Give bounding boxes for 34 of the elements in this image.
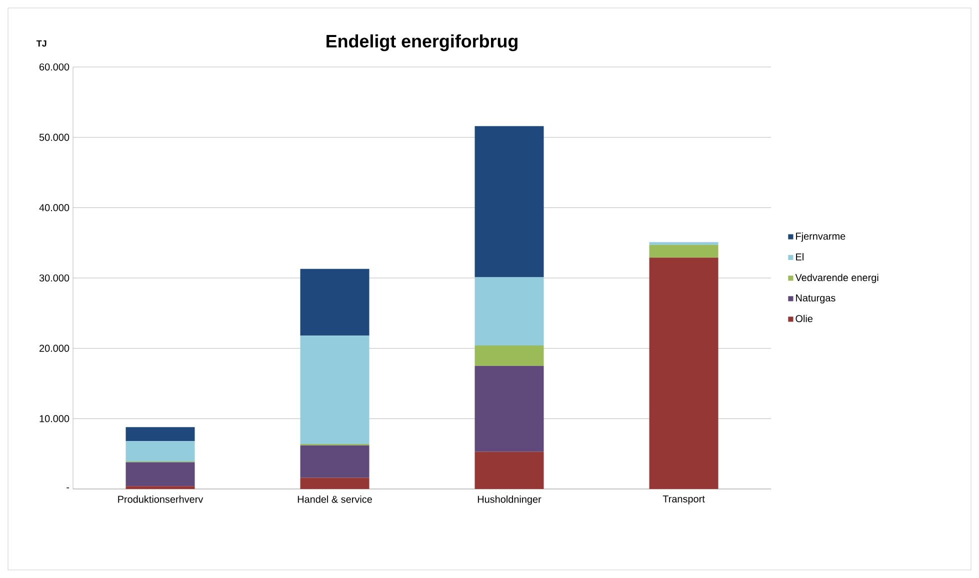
bar bbox=[474, 277, 544, 346]
chart-title: Endeligt energiforbrug bbox=[326, 34, 518, 52]
bar bbox=[300, 445, 370, 478]
bar bbox=[126, 462, 195, 486]
y-tick-label: 60.000 bbox=[40, 63, 70, 71]
y-tick-label: - bbox=[66, 487, 70, 488]
legend-label: Olie bbox=[796, 314, 813, 322]
x-tick-label: Transport bbox=[662, 496, 705, 504]
legend-label: Naturgas bbox=[796, 294, 836, 304]
y-tick-label: 40.000 bbox=[39, 204, 70, 212]
bar bbox=[300, 336, 370, 444]
x-tick-label: Handel & service bbox=[298, 496, 372, 503]
y-tick-label: 20.000 bbox=[40, 344, 70, 352]
y-tick-label: 30.000 bbox=[39, 274, 70, 282]
bar bbox=[649, 242, 718, 245]
bar bbox=[126, 486, 195, 489]
bar bbox=[300, 478, 370, 489]
y-tick-label: 50.000 bbox=[39, 134, 70, 141]
y-tick-label: 10.000 bbox=[40, 415, 70, 422]
bar bbox=[126, 441, 195, 462]
legend-label: Vedvarende energi bbox=[795, 274, 878, 284]
x-tick-label: Produktionserhverv bbox=[118, 496, 204, 503]
bar bbox=[474, 346, 544, 366]
bar bbox=[474, 126, 544, 278]
bar bbox=[649, 258, 718, 489]
bar bbox=[126, 427, 195, 442]
y-axis-title: TJ bbox=[36, 40, 46, 47]
legend-label: El bbox=[796, 253, 804, 260]
x-tick-label: Husholdninger bbox=[478, 496, 542, 505]
legend-label: Fjernvarme bbox=[796, 232, 846, 242]
bar bbox=[300, 268, 370, 336]
bar bbox=[649, 244, 718, 258]
bar bbox=[474, 452, 544, 489]
bar bbox=[474, 366, 544, 452]
